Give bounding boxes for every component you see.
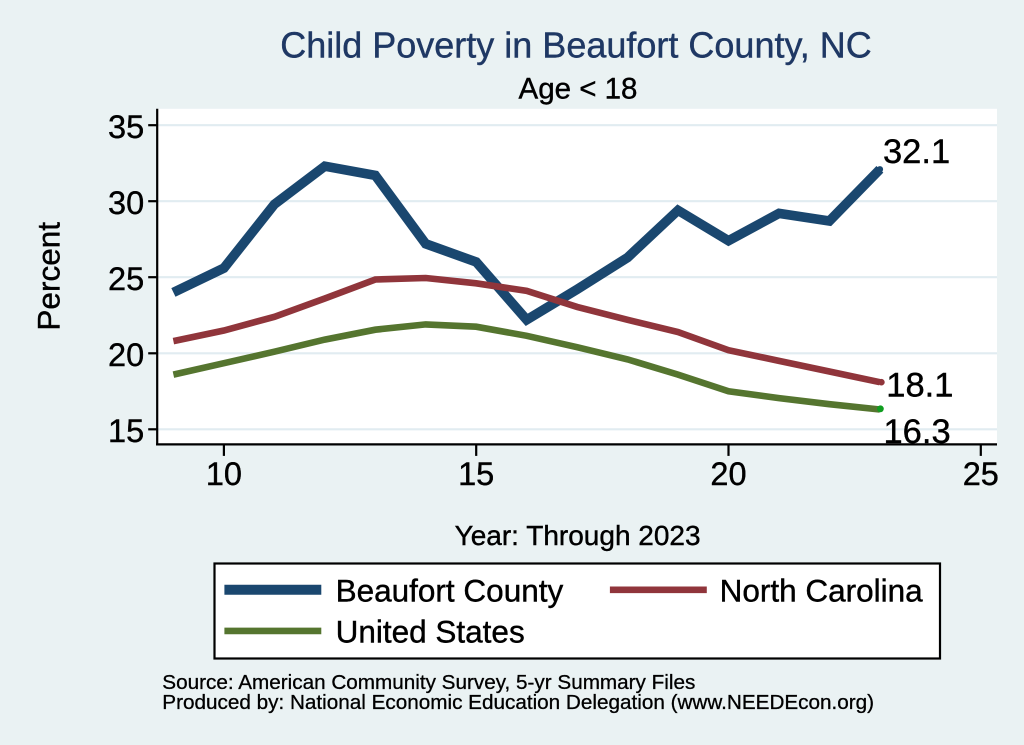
svg-text:16.3: 16.3	[884, 413, 951, 451]
svg-text:Produced by: National Economic: Produced by: National Economic Education…	[162, 691, 874, 714]
svg-text:20: 20	[108, 337, 144, 373]
svg-text:25: 25	[108, 261, 144, 297]
svg-text:18.1: 18.1	[886, 367, 953, 405]
svg-text:United States: United States	[336, 614, 525, 650]
svg-text:Beaufort County: Beaufort County	[336, 573, 564, 609]
svg-text:20: 20	[710, 456, 746, 492]
svg-text:15: 15	[458, 456, 494, 492]
svg-text:Source: American Community Sur: Source: American Community Survey, 5-yr …	[162, 671, 695, 694]
svg-text:15: 15	[108, 413, 144, 449]
svg-text:10: 10	[206, 456, 242, 492]
svg-text:32.1: 32.1	[883, 133, 950, 171]
svg-text:30: 30	[108, 185, 144, 221]
svg-text:Age < 18: Age < 18	[519, 72, 638, 105]
svg-text:Percent: Percent	[30, 222, 66, 331]
svg-text:35: 35	[108, 109, 144, 145]
svg-text:25: 25	[963, 456, 999, 492]
svg-text:North Carolina: North Carolina	[720, 573, 924, 609]
svg-text:Year: Through 2023: Year: Through 2023	[455, 520, 701, 551]
svg-text:Child Poverty in Beaufort Coun: Child Poverty in Beaufort County, NC	[280, 25, 872, 66]
